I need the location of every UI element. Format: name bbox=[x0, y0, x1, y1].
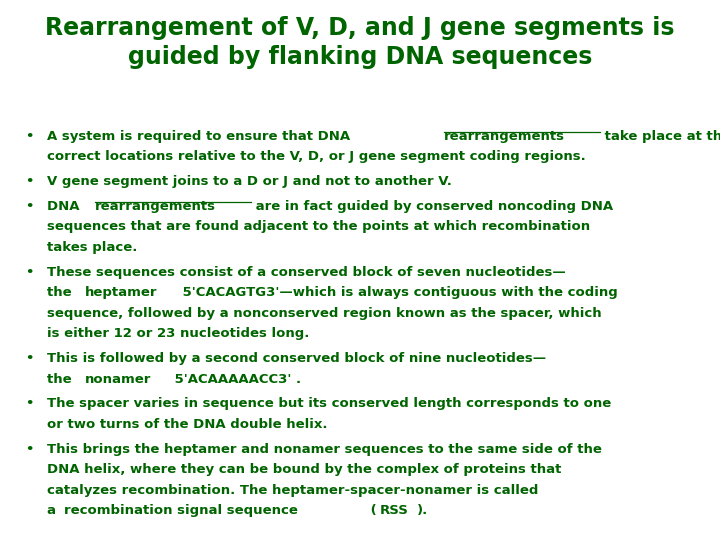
Text: •: • bbox=[25, 266, 34, 279]
Text: (: ( bbox=[366, 504, 377, 517]
Text: These sequences consist of a conserved block of seven nucleotides—: These sequences consist of a conserved b… bbox=[47, 266, 565, 279]
Text: take place at the: take place at the bbox=[600, 130, 720, 143]
Text: recombination signal sequence: recombination signal sequence bbox=[64, 504, 298, 517]
Text: DNA helix, where they can be bound by the complex of proteins that: DNA helix, where they can be bound by th… bbox=[47, 463, 561, 476]
Text: V gene segment joins to a D or J and not to another V.: V gene segment joins to a D or J and not… bbox=[47, 175, 451, 188]
Text: catalyzes recombination. The heptamer-spacer-nonamer is called: catalyzes recombination. The heptamer-sp… bbox=[47, 484, 538, 497]
Text: sequence, followed by a nonconserved region known as the spacer, which: sequence, followed by a nonconserved reg… bbox=[47, 307, 601, 320]
Text: A system is required to ensure that DNA: A system is required to ensure that DNA bbox=[47, 130, 354, 143]
Text: or two turns of the DNA double helix.: or two turns of the DNA double helix. bbox=[47, 418, 328, 431]
Text: DNA: DNA bbox=[47, 200, 84, 213]
Text: correct locations relative to the V, D, or J gene segment coding regions.: correct locations relative to the V, D, … bbox=[47, 150, 585, 163]
Text: are in fact guided by conserved noncoding DNA: are in fact guided by conserved noncodin… bbox=[251, 200, 613, 213]
Text: heptamer: heptamer bbox=[84, 286, 157, 299]
Text: •: • bbox=[25, 130, 34, 143]
Text: 5'CACAGTG3'—which is always contiguous with the coding: 5'CACAGTG3'—which is always contiguous w… bbox=[178, 286, 618, 299]
Text: This brings the heptamer and nonamer sequences to the same side of the: This brings the heptamer and nonamer seq… bbox=[47, 443, 602, 456]
Text: The spacer varies in sequence but its conserved length corresponds to one: The spacer varies in sequence but its co… bbox=[47, 397, 611, 410]
Text: •: • bbox=[25, 443, 34, 456]
Text: This is followed by a second conserved block of nine nucleotides—: This is followed by a second conserved b… bbox=[47, 352, 546, 365]
Text: the: the bbox=[47, 286, 76, 299]
Text: RSS: RSS bbox=[380, 504, 409, 517]
Text: takes place.: takes place. bbox=[47, 241, 138, 254]
Text: Rearrangement of V, D, and J gene segments is
guided by flanking DNA sequences: Rearrangement of V, D, and J gene segmen… bbox=[45, 16, 675, 69]
Text: •: • bbox=[25, 352, 34, 365]
Text: 5'ACAAAAACC3' .: 5'ACAAAAACC3' . bbox=[170, 373, 301, 386]
Text: rearrangements: rearrangements bbox=[444, 130, 565, 143]
Text: ).: ). bbox=[418, 504, 428, 517]
Text: rearrangements: rearrangements bbox=[95, 200, 216, 213]
Text: •: • bbox=[25, 175, 34, 188]
Text: •: • bbox=[25, 397, 34, 410]
Text: is either 12 or 23 nucleotides long.: is either 12 or 23 nucleotides long. bbox=[47, 327, 309, 340]
Text: a: a bbox=[47, 504, 60, 517]
Text: nonamer: nonamer bbox=[84, 373, 151, 386]
Text: sequences that are found adjacent to the points at which recombination: sequences that are found adjacent to the… bbox=[47, 220, 590, 233]
Text: the: the bbox=[47, 373, 76, 386]
Text: •: • bbox=[25, 200, 34, 213]
